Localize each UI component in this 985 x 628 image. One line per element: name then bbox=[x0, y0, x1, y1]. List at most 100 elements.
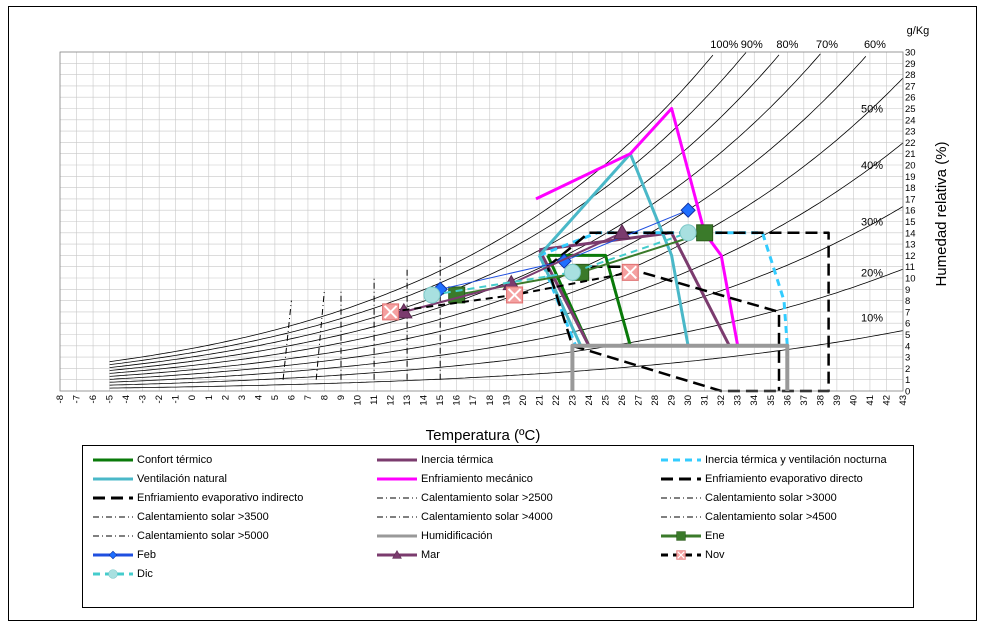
y-tick-label: 4 bbox=[905, 341, 910, 352]
legend-swatch bbox=[377, 497, 417, 499]
legend-item: Nov bbox=[659, 546, 725, 564]
y-tick-label: 14 bbox=[905, 228, 916, 239]
legend-label: Calentamiento solar >2500 bbox=[421, 492, 553, 504]
y-tick-label: 15 bbox=[905, 217, 916, 228]
marker-xbox bbox=[676, 550, 686, 560]
marker-circle bbox=[108, 569, 118, 579]
legend-label: Humidificación bbox=[421, 530, 493, 542]
series-line bbox=[538, 152, 690, 348]
marker-xbox bbox=[382, 303, 400, 321]
legend-item: Inercia térmica bbox=[375, 451, 493, 469]
y-tick-label: 13 bbox=[905, 240, 916, 251]
legend-swatch bbox=[661, 531, 701, 541]
legend-item: Humidificación bbox=[375, 527, 493, 545]
y-tick-label: 24 bbox=[905, 115, 916, 126]
x-tick-label: -3 bbox=[138, 395, 149, 403]
legend-swatch bbox=[377, 477, 417, 481]
y-tick-label: 28 bbox=[905, 70, 916, 81]
marker-xbox-cross bbox=[623, 265, 637, 280]
x-tick-label: 10 bbox=[353, 395, 364, 406]
legend-swatch bbox=[661, 516, 701, 518]
legend-swatch bbox=[93, 477, 133, 481]
marker-triangle bbox=[613, 223, 631, 240]
y-tick-label: 23 bbox=[905, 127, 916, 138]
y-tick-label: 18 bbox=[905, 183, 916, 194]
x-tick-label: 32 bbox=[716, 395, 727, 406]
series-enfriamiento-evaporativo-indirecto bbox=[572, 265, 781, 391]
rh-label-top: 90% bbox=[741, 39, 763, 51]
legend-item: Calentamiento solar >2500 bbox=[375, 489, 553, 507]
x-tick-label: 42 bbox=[881, 395, 892, 406]
x-tick-label: 25 bbox=[600, 395, 611, 406]
legend-swatch bbox=[93, 550, 133, 560]
y-tick-label: 0 bbox=[905, 387, 910, 398]
rh-label-top: 100% bbox=[710, 39, 738, 51]
legend-label: Calentamiento solar >5000 bbox=[137, 530, 269, 542]
y-tick-label: 8 bbox=[905, 296, 910, 307]
y-tick-labels: 0123456789101112131415161718192021222324… bbox=[905, 48, 916, 398]
rh-label-top: 60% bbox=[864, 39, 886, 51]
x-tick-label: 23 bbox=[567, 395, 578, 406]
rh-curve bbox=[109, 206, 904, 383]
marker-square bbox=[696, 224, 714, 242]
y-tick-label: 30 bbox=[905, 48, 916, 59]
legend-swatch bbox=[377, 458, 417, 462]
series-line bbox=[315, 289, 325, 380]
marker-circle bbox=[679, 224, 697, 242]
legend-swatch bbox=[93, 569, 133, 579]
rh-curve bbox=[109, 54, 714, 363]
legend-item: Ventilación natural bbox=[91, 470, 227, 488]
x-tick-label: 34 bbox=[749, 395, 760, 406]
legend-swatch bbox=[93, 458, 133, 462]
legend-label: Calentamiento solar >3000 bbox=[705, 492, 837, 504]
x-tick-label: -7 bbox=[72, 395, 83, 403]
legend-label: Inercia térmica y ventilación nocturna bbox=[705, 454, 887, 466]
y-tick-label: 22 bbox=[905, 138, 916, 149]
y-tick-label: 7 bbox=[905, 307, 910, 318]
legend-item: Feb bbox=[91, 546, 156, 564]
legend-label: Nov bbox=[705, 549, 725, 561]
y-tick-label: 10 bbox=[905, 274, 916, 285]
x-tick-label: -5 bbox=[105, 395, 116, 403]
legend-label: Ventilación natural bbox=[137, 473, 227, 485]
x-tick-label: 19 bbox=[501, 395, 512, 406]
legend-swatch bbox=[93, 496, 133, 500]
x-tick-label: 29 bbox=[667, 395, 678, 406]
x-tick-label: 6 bbox=[286, 395, 297, 400]
x-tick-label: 8 bbox=[319, 395, 330, 400]
legend-swatch bbox=[377, 550, 417, 559]
x-tick-label: 24 bbox=[584, 395, 595, 406]
legend-label: Mar bbox=[421, 549, 440, 561]
marker-xbox-cross bbox=[383, 305, 398, 319]
y-tick-label: 29 bbox=[905, 59, 916, 70]
series-humidificaci-n bbox=[570, 343, 790, 391]
x-tick-label: 14 bbox=[419, 395, 430, 406]
x-tick-label: 33 bbox=[733, 395, 744, 406]
legend-item: Enfriamiento evaporativo directo bbox=[659, 470, 863, 488]
x-tick-label: 35 bbox=[766, 395, 777, 406]
rh-label-right: 50% bbox=[861, 104, 883, 116]
series-calentamiento-solar-3000 bbox=[315, 289, 325, 380]
legend-item: Inercia térmica y ventilación nocturna bbox=[659, 451, 887, 469]
x-tick-label: 40 bbox=[848, 395, 859, 406]
marker-circle bbox=[563, 263, 581, 281]
rh-label-right: 40% bbox=[861, 160, 883, 172]
legend-label: Inercia térmica bbox=[421, 454, 494, 466]
psychrometric-chart: -8 -7 -6 -5 -4 -3 -2 -1 0 1 2 3 4 5 6 7 8 9 10 11 12 13 14 15 16… bbox=[55, 25, 950, 444]
legend-item: Ene bbox=[659, 527, 725, 545]
legend-label: Feb bbox=[137, 549, 156, 561]
marker-triangle bbox=[392, 550, 402, 559]
x-tick-label: 2 bbox=[220, 395, 231, 400]
y-tick-label: 12 bbox=[905, 251, 916, 262]
y-tick-label: 21 bbox=[905, 149, 916, 160]
legend-item: Enfriamiento mecánico bbox=[375, 470, 533, 488]
x-tick-label: 13 bbox=[402, 395, 413, 406]
series-calentamiento-solar-2500 bbox=[282, 300, 292, 380]
x-tick-label: -4 bbox=[121, 395, 132, 403]
legend-item: Calentamiento solar >3500 bbox=[91, 508, 269, 526]
legend-item: Dic bbox=[91, 565, 153, 583]
x-tick-labels: -8 -7 -6 -5 -4 -3 -2 -1 0 1 2 3 4 5 6 7 8 9 10 11 12 13 14 15 16… bbox=[55, 395, 909, 406]
rh-label-right: 20% bbox=[861, 267, 883, 279]
x-tick-label: 27 bbox=[634, 395, 645, 406]
x-tick-label: -1 bbox=[171, 395, 182, 403]
